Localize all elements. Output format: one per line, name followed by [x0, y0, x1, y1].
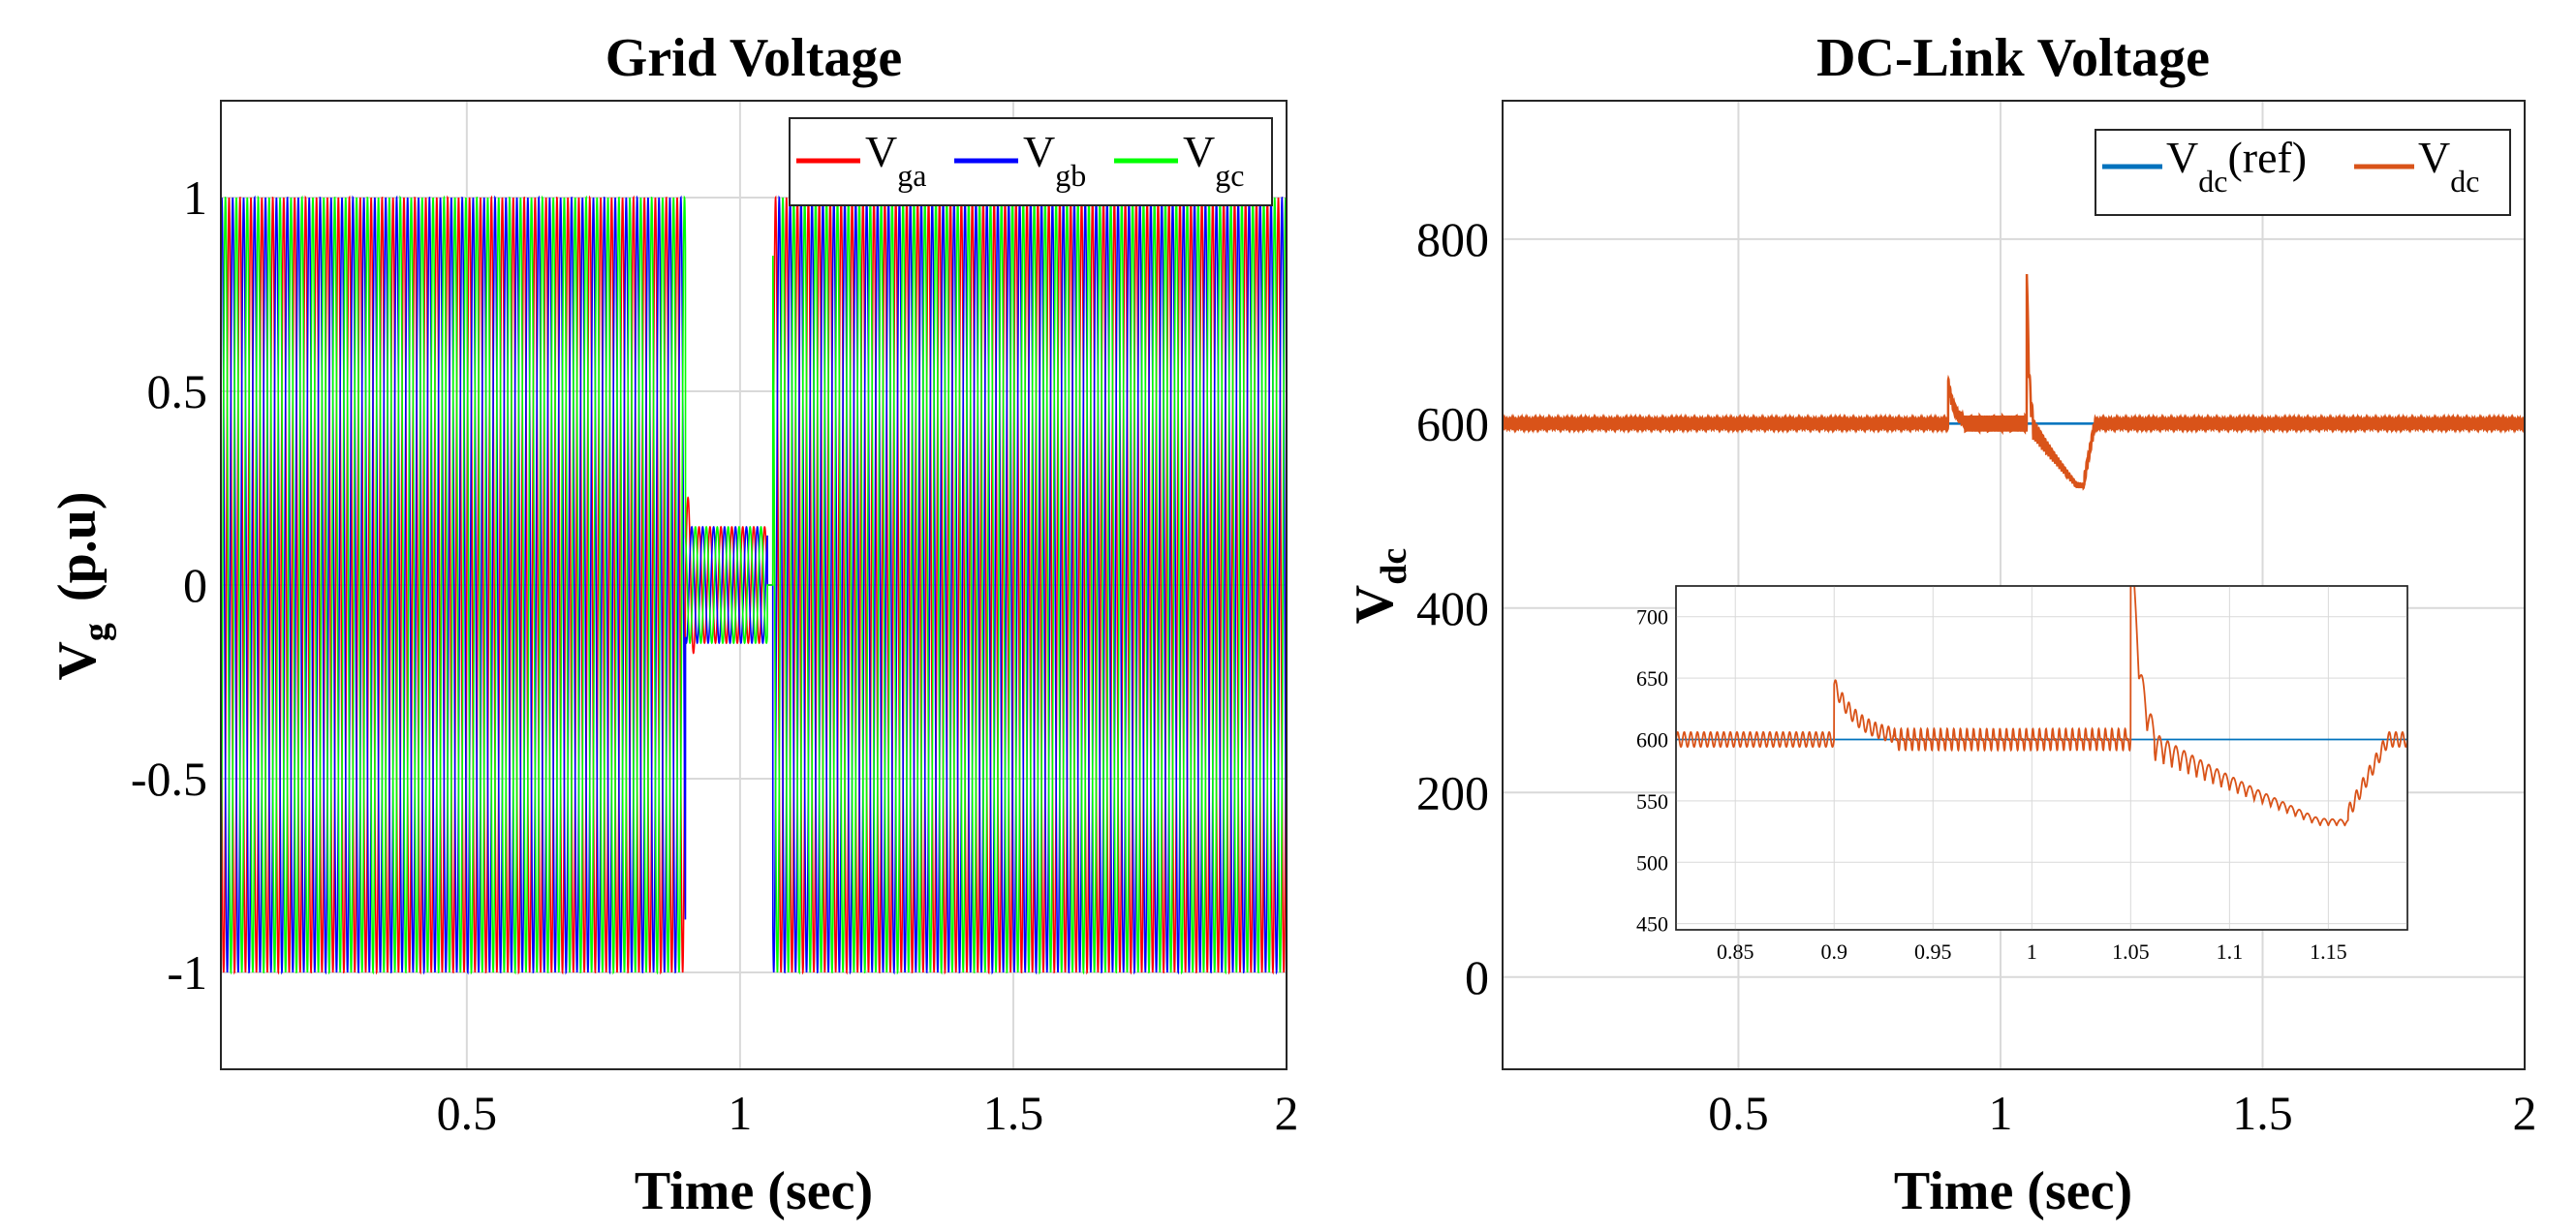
legend-label-vgc: Vgc	[1183, 127, 1244, 193]
left-legend: Vga Vgb Vgc	[789, 117, 1273, 206]
right-series	[1503, 274, 2525, 491]
inset-xtick-label: 1.1	[2217, 939, 2244, 964]
right-tick-labels: 0.5 1 1.5 2 0 200 400 600 800	[1416, 212, 2537, 1140]
left-chart-title: Grid Voltage	[605, 28, 902, 88]
inset-grid	[1676, 586, 2407, 930]
legend-label-vga: Vga	[865, 127, 926, 193]
left-ytick-label: -1	[167, 945, 207, 1000]
right-legend: Vdc(ref) Vdc	[2095, 129, 2511, 216]
right-ytick-label: 0	[1465, 950, 1489, 1004]
left-xtick-label: 1	[728, 1086, 752, 1140]
grid-voltage-chart: 0.5 1 1.5 2 -1 -0.5 0 0.5 1 Grid Voltage Time (s…	[47, 28, 1299, 1221]
inset-xtick-label: 0.85	[1717, 939, 1754, 964]
right-xtick-label: 0.5	[1708, 1086, 1769, 1140]
left-xtick-label: 1.5	[983, 1086, 1044, 1140]
svg-text:Vg(p.u): Vg (p.u)	[47, 491, 117, 680]
left-ytick-label: 1	[183, 170, 207, 225]
svg-text:Vdc: Vdc	[1345, 548, 1414, 624]
left-x-axis-label: Time (sec)	[635, 1161, 873, 1221]
right-chart-title: DC-Link Voltage	[1816, 28, 2210, 88]
dc-link-voltage-chart: 0.5 1 1.5 2 0 200 400 600 800 DC-Link Voltage Ti…	[1345, 28, 2537, 1221]
series-line-vgc	[221, 195, 1287, 975]
right-ylabel-sub: dc	[1374, 548, 1414, 585]
inset-series	[1676, 586, 2407, 827]
right-ytick-label: 800	[1416, 212, 1489, 266]
inset-ytick-label: 600	[1636, 727, 1668, 752]
left-ytick-label: 0.5	[147, 364, 208, 418]
inset-ytick-label: 650	[1636, 666, 1668, 691]
right-ytick-label: 400	[1416, 581, 1489, 635]
series-line-vdc	[1676, 586, 2407, 827]
legend-label-vgb: Vgb	[1023, 127, 1086, 193]
left-ytick-label: -0.5	[131, 752, 207, 806]
series-line-vga	[221, 195, 1287, 975]
right-xtick-label: 1	[1988, 1086, 2012, 1140]
inset-xtick-label: 0.95	[1914, 939, 1952, 964]
left-y-axis-label: Vg (p.u)	[47, 491, 117, 680]
inset-xtick-label: 1.15	[2310, 939, 2347, 964]
left-ylabel-sub: g	[77, 623, 117, 641]
left-ylabel-suffix: (p.u)	[47, 491, 108, 601]
right-ytick-label: 200	[1416, 765, 1489, 819]
left-ytick-label: 0	[183, 558, 207, 612]
inset-xtick-label: 1	[2027, 939, 2037, 964]
right-ylabel-main: V	[1345, 585, 1405, 624]
inset-ytick-label: 500	[1636, 850, 1668, 875]
left-ylabel-main: V	[47, 641, 108, 680]
right-ytick-label: 600	[1416, 396, 1489, 450]
right-xtick-label: 2	[2513, 1086, 2537, 1140]
inset-tick-labels: 0.85 0.9 0.95 1 1.05 1.1 1.15 450 500 550 600 650 70…	[1636, 605, 2347, 964]
inset-xtick-label: 0.9	[1820, 939, 1847, 964]
right-x-axis-label: Time (sec)	[1894, 1161, 2132, 1221]
left-tick-labels: 0.5 1 1.5 2 -1 -0.5 0 0.5 1	[131, 170, 1299, 1140]
right-y-axis-label: Vdc	[1345, 548, 1414, 624]
left-xtick-label: 2	[1275, 1086, 1299, 1140]
inset-ytick-label: 450	[1636, 912, 1668, 937]
inset-frame	[1675, 585, 2408, 931]
right-xtick-label: 1.5	[2232, 1086, 2293, 1140]
inset-ytick-label: 700	[1636, 605, 1668, 630]
series-line-vdc	[1503, 274, 2525, 491]
legend-label-vdc: Vdc	[2418, 133, 2479, 199]
inset-xtick-label: 1.05	[2112, 939, 2150, 964]
zoom-inset: 0.85 0.9 0.95 1 1.05 1.1 1.15 450 500 550 600 650 70…	[1636, 585, 2408, 964]
legend-label-vdc-ref: Vdc(ref)	[2166, 133, 2307, 199]
left-xtick-label: 0.5	[437, 1086, 498, 1140]
left-series	[221, 195, 1287, 975]
inset-ytick-label: 550	[1636, 789, 1668, 814]
